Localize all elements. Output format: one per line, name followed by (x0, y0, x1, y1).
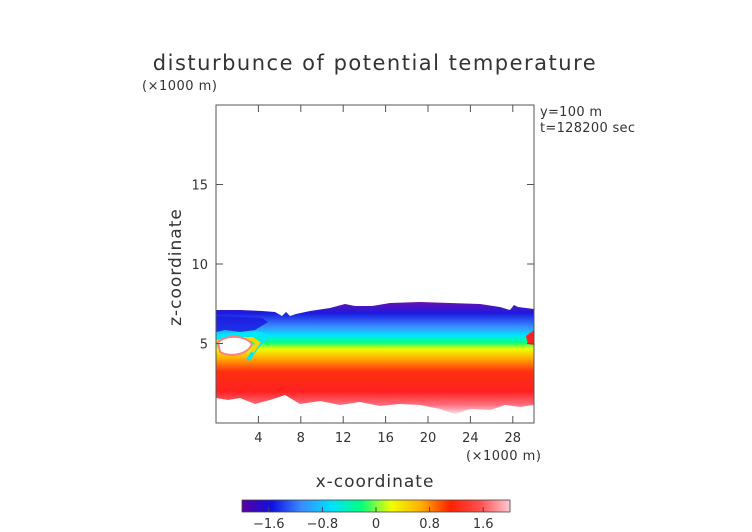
colorbar-tick-label: 0.8 (419, 517, 440, 532)
cool-inner-lobe (216, 316, 268, 332)
x-axis: 4 8 12 16 20 24 28 (254, 105, 521, 446)
z-tick-label: 15 (191, 179, 208, 194)
annotations: y=100 mt=128200 sec (540, 105, 635, 136)
z-tick-label: 10 (191, 258, 208, 273)
warm-core-white (216, 336, 254, 356)
x-axis-label: x-coordinate (316, 472, 435, 492)
z-unit-label: (×1000 m) (142, 79, 217, 94)
colorbar-tick-label: −0.8 (307, 517, 339, 532)
annotation-text: y=100 m (540, 105, 602, 120)
colorbar-ticks: −1.6 −0.8 0 0.8 1.6 (253, 507, 494, 532)
colorbar-tick-label: 1.6 (473, 517, 494, 532)
colorbar-tick-label: 0 (372, 517, 380, 532)
field-band (216, 302, 534, 414)
x-tick-label: 20 (420, 431, 437, 446)
x-tick-label: 16 (377, 431, 394, 446)
x-tick-label: 4 (254, 431, 262, 446)
x-tick-label: 12 (335, 431, 352, 446)
warm-core-edge (526, 330, 534, 345)
x-unit-label: (×1000 m) (466, 449, 541, 464)
annotation-text: t=128200 sec (540, 121, 635, 136)
z-tick-label: 5 (200, 338, 208, 353)
chart-title: disturbunce of potential temperature (153, 51, 597, 75)
z-axis-label: z-coordinate (166, 208, 186, 326)
x-tick-label: 28 (505, 431, 522, 446)
temperature-field (216, 302, 534, 414)
x-tick-label: 24 (462, 431, 479, 446)
x-tick-label: 8 (297, 431, 305, 446)
colorbar-tick-label: −1.6 (253, 517, 285, 532)
z-axis: 5 10 15 (191, 179, 534, 353)
